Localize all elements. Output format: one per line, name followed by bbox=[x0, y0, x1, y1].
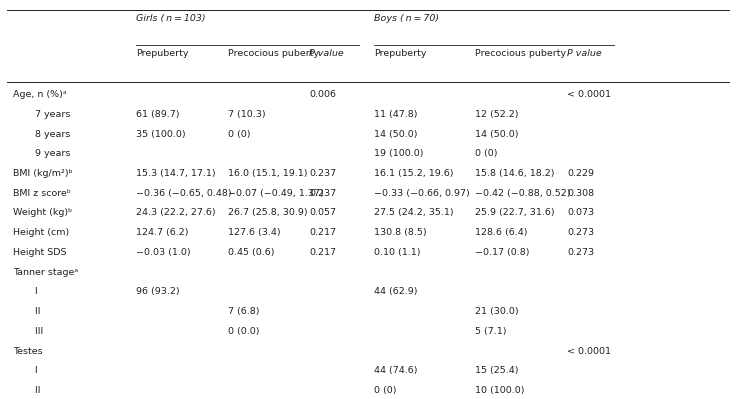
Text: −0.03 (1.0): −0.03 (1.0) bbox=[136, 248, 191, 257]
Text: 24.3 (22.2, 27.6): 24.3 (22.2, 27.6) bbox=[136, 209, 215, 217]
Text: < 0.0001: < 0.0001 bbox=[567, 347, 611, 356]
Text: 96 (93.2): 96 (93.2) bbox=[136, 287, 180, 296]
Text: 130.8 (8.5): 130.8 (8.5) bbox=[374, 228, 427, 237]
Text: 0.45 (0.6): 0.45 (0.6) bbox=[228, 248, 274, 257]
Text: 0.273: 0.273 bbox=[567, 248, 594, 257]
Text: 0.073: 0.073 bbox=[567, 209, 594, 217]
Text: < 0.0001: < 0.0001 bbox=[567, 90, 611, 99]
Text: 26.7 (25.8, 30.9): 26.7 (25.8, 30.9) bbox=[228, 209, 307, 217]
Text: P value: P value bbox=[310, 49, 344, 58]
Text: 0.217: 0.217 bbox=[310, 248, 336, 257]
Text: 0 (0): 0 (0) bbox=[228, 130, 250, 138]
Text: 35 (100.0): 35 (100.0) bbox=[136, 130, 186, 138]
Text: 14 (50.0): 14 (50.0) bbox=[374, 130, 418, 138]
Text: 19 (100.0): 19 (100.0) bbox=[374, 149, 424, 158]
Text: 7 (10.3): 7 (10.3) bbox=[228, 110, 265, 119]
Text: 44 (74.6): 44 (74.6) bbox=[374, 366, 418, 375]
Text: 14 (50.0): 14 (50.0) bbox=[475, 130, 519, 138]
Text: Prepuberty: Prepuberty bbox=[136, 49, 189, 58]
Text: 15.8 (14.6, 18.2): 15.8 (14.6, 18.2) bbox=[475, 169, 555, 178]
Text: 5 (7.1): 5 (7.1) bbox=[475, 327, 507, 336]
Text: Girls ( n = 103): Girls ( n = 103) bbox=[136, 14, 206, 23]
Text: 16.1 (15.2, 19.6): 16.1 (15.2, 19.6) bbox=[374, 169, 454, 178]
Text: 10 (100.0): 10 (100.0) bbox=[475, 386, 525, 395]
Text: 0.273: 0.273 bbox=[567, 228, 594, 237]
Text: Prepuberty: Prepuberty bbox=[374, 49, 427, 58]
Text: Boys ( n = 70): Boys ( n = 70) bbox=[374, 14, 439, 23]
Text: 27.5 (24.2, 35.1): 27.5 (24.2, 35.1) bbox=[374, 209, 454, 217]
Text: 124.7 (6.2): 124.7 (6.2) bbox=[136, 228, 189, 237]
Text: −0.17 (0.8): −0.17 (0.8) bbox=[475, 248, 530, 257]
Text: 0.237: 0.237 bbox=[310, 169, 336, 178]
Text: 9 years: 9 years bbox=[29, 149, 71, 158]
Text: 0.237: 0.237 bbox=[310, 189, 336, 198]
Text: III: III bbox=[29, 327, 43, 336]
Text: 61 (89.7): 61 (89.7) bbox=[136, 110, 179, 119]
Text: −0.36 (−0.65, 0.48): −0.36 (−0.65, 0.48) bbox=[136, 189, 231, 198]
Text: I: I bbox=[29, 287, 38, 296]
Text: Height (cm): Height (cm) bbox=[13, 228, 69, 237]
Text: Tanner stageᵃ: Tanner stageᵃ bbox=[13, 268, 78, 277]
Text: 15.3 (14.7, 17.1): 15.3 (14.7, 17.1) bbox=[136, 169, 215, 178]
Text: Weight (kg)ᵇ: Weight (kg)ᵇ bbox=[13, 209, 72, 217]
Text: 0.10 (1.1): 0.10 (1.1) bbox=[374, 248, 421, 257]
Text: Height SDS: Height SDS bbox=[13, 248, 66, 257]
Text: P value: P value bbox=[567, 49, 602, 58]
Text: 0 (0): 0 (0) bbox=[475, 149, 498, 158]
Text: 7 (6.8): 7 (6.8) bbox=[228, 307, 259, 316]
Text: 0.217: 0.217 bbox=[310, 228, 336, 237]
Text: Testes: Testes bbox=[13, 347, 43, 356]
Text: Age, n (%)ᵃ: Age, n (%)ᵃ bbox=[13, 90, 67, 99]
Text: −0.07 (−0.49, 1.37): −0.07 (−0.49, 1.37) bbox=[228, 189, 324, 198]
Text: 0.308: 0.308 bbox=[567, 189, 594, 198]
Text: Precocious puberty: Precocious puberty bbox=[228, 49, 319, 58]
Text: 0 (0.0): 0 (0.0) bbox=[228, 327, 259, 336]
Text: 25.9 (22.7, 31.6): 25.9 (22.7, 31.6) bbox=[475, 209, 555, 217]
Text: BMI z scoreᵇ: BMI z scoreᵇ bbox=[13, 189, 71, 198]
Text: 11 (47.8): 11 (47.8) bbox=[374, 110, 418, 119]
Text: −0.42 (−0.88, 0.52): −0.42 (−0.88, 0.52) bbox=[475, 189, 571, 198]
Text: 0.057: 0.057 bbox=[310, 209, 336, 217]
Text: 128.6 (6.4): 128.6 (6.4) bbox=[475, 228, 528, 237]
Text: 12 (52.2): 12 (52.2) bbox=[475, 110, 519, 119]
Text: −0.33 (−0.66, 0.97): −0.33 (−0.66, 0.97) bbox=[374, 189, 470, 198]
Text: 21 (30.0): 21 (30.0) bbox=[475, 307, 519, 316]
Text: II: II bbox=[29, 386, 41, 395]
Text: 15 (25.4): 15 (25.4) bbox=[475, 366, 519, 375]
Text: 44 (62.9): 44 (62.9) bbox=[374, 287, 418, 296]
Text: 7 years: 7 years bbox=[29, 110, 71, 119]
Text: Precocious puberty: Precocious puberty bbox=[475, 49, 567, 58]
Text: I: I bbox=[29, 366, 38, 375]
Text: 8 years: 8 years bbox=[29, 130, 71, 138]
Text: 0 (0): 0 (0) bbox=[374, 386, 397, 395]
Text: 127.6 (3.4): 127.6 (3.4) bbox=[228, 228, 280, 237]
Text: 0.006: 0.006 bbox=[310, 90, 336, 99]
Text: II: II bbox=[29, 307, 41, 316]
Text: 16.0 (15.1, 19.1): 16.0 (15.1, 19.1) bbox=[228, 169, 307, 178]
Text: BMI (kg/m²)ᵇ: BMI (kg/m²)ᵇ bbox=[13, 169, 73, 178]
Text: 0.229: 0.229 bbox=[567, 169, 594, 178]
